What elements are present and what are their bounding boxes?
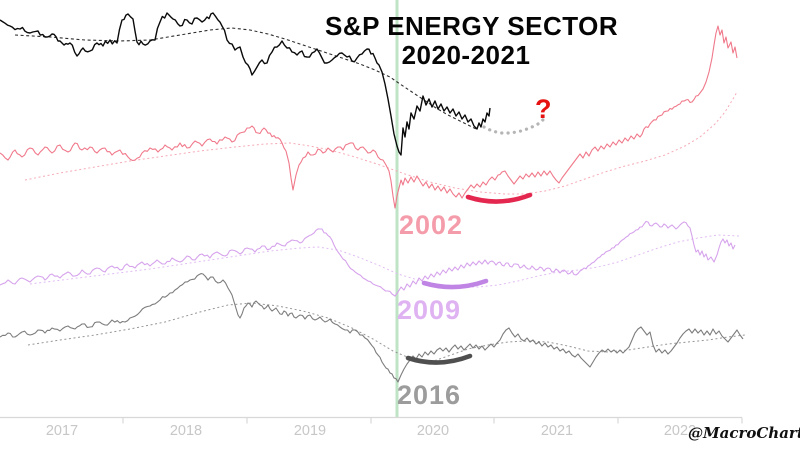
x-axis-label-2019: 2019 [293, 423, 327, 439]
x-axis-label-2017: 2017 [45, 423, 79, 439]
series-label-2002: 2002 [399, 210, 464, 240]
watermark-credit: @MacroCharts [688, 424, 800, 442]
x-axis-label-2021: 2021 [540, 423, 574, 439]
series-label-2009: 2009 [397, 295, 462, 325]
chart-subtitle: 2020-2021 [401, 40, 531, 70]
chart-title-block: S&P ENERGY SECTOR 2020-2021 [325, 11, 619, 70]
series-label-2016: 2016 [397, 380, 462, 410]
x-axis-label-2018: 2018 [169, 423, 203, 439]
question-mark-annotation: ? [535, 94, 552, 124]
x-axis-label-2022: 2022 [663, 423, 697, 439]
x-axis-label-2020: 2020 [416, 423, 450, 439]
chart-title: S&P ENERGY SECTOR [325, 11, 619, 41]
